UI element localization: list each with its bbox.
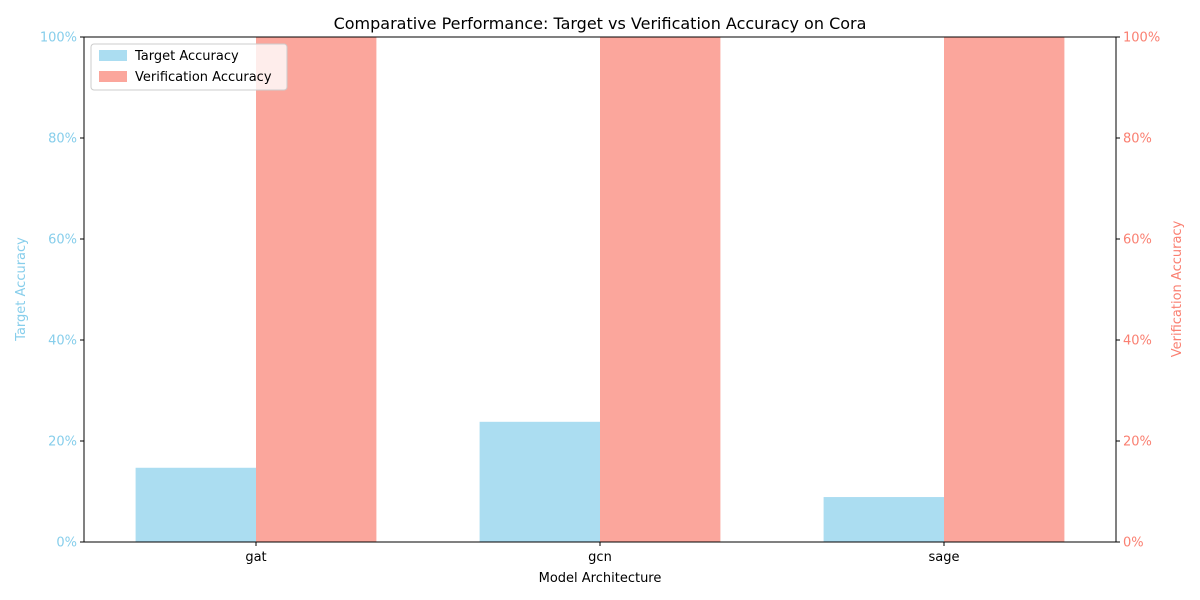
y-left-tick-label: 40% bbox=[48, 334, 77, 349]
legend-frame bbox=[90, 43, 288, 91]
bar-verification-accuracy-gat bbox=[256, 37, 377, 542]
y-right-tick-label: 60% bbox=[1123, 233, 1152, 248]
y-right-tick-label: 0% bbox=[1123, 536, 1144, 551]
legend-swatch-verification bbox=[99, 71, 127, 82]
legend: Target Accuracy Verification Accuracy bbox=[90, 43, 288, 91]
y-axis-left-label: Target Accuracy bbox=[14, 237, 29, 342]
bar-target-accuracy-gat bbox=[135, 467, 256, 542]
y-left-tick-label: 0% bbox=[56, 536, 77, 551]
y-right-tick-label: 20% bbox=[1123, 435, 1152, 450]
y-left-tick-label: 60% bbox=[48, 233, 77, 248]
legend-swatch-target bbox=[99, 50, 127, 61]
chart-title: Comparative Performance: Target vs Verif… bbox=[334, 14, 867, 33]
x-tick-label: gcn bbox=[588, 550, 612, 565]
legend-label-verification: Verification Accuracy bbox=[135, 70, 272, 85]
x-tick-label: sage bbox=[929, 550, 960, 565]
plot-area: 0% 0% 20% 20% 40% 40% 60% 60% 80% 80% 100% 100% gat g… bbox=[40, 31, 1160, 566]
bar-target-accuracy-sage bbox=[823, 497, 944, 542]
bar-target-accuracy-gcn bbox=[479, 421, 600, 542]
bar-verification-accuracy-sage bbox=[944, 37, 1065, 542]
legend-label-target: Target Accuracy bbox=[134, 49, 239, 64]
y-right-tick-label: 80% bbox=[1123, 132, 1152, 147]
y-left-tick-label: 20% bbox=[48, 435, 77, 450]
bar-verification-accuracy-gcn bbox=[600, 37, 721, 542]
x-axis-label: Model Architecture bbox=[539, 571, 662, 586]
y-right-tick-label: 40% bbox=[1123, 334, 1152, 349]
y-axis-right-label: Verification Accuracy bbox=[1170, 220, 1185, 357]
y-right-tick-label: 100% bbox=[1123, 31, 1160, 46]
x-tick-label: gat bbox=[245, 550, 266, 565]
y-left-tick-label: 100% bbox=[40, 31, 77, 46]
y-left-tick-label: 80% bbox=[48, 132, 77, 147]
